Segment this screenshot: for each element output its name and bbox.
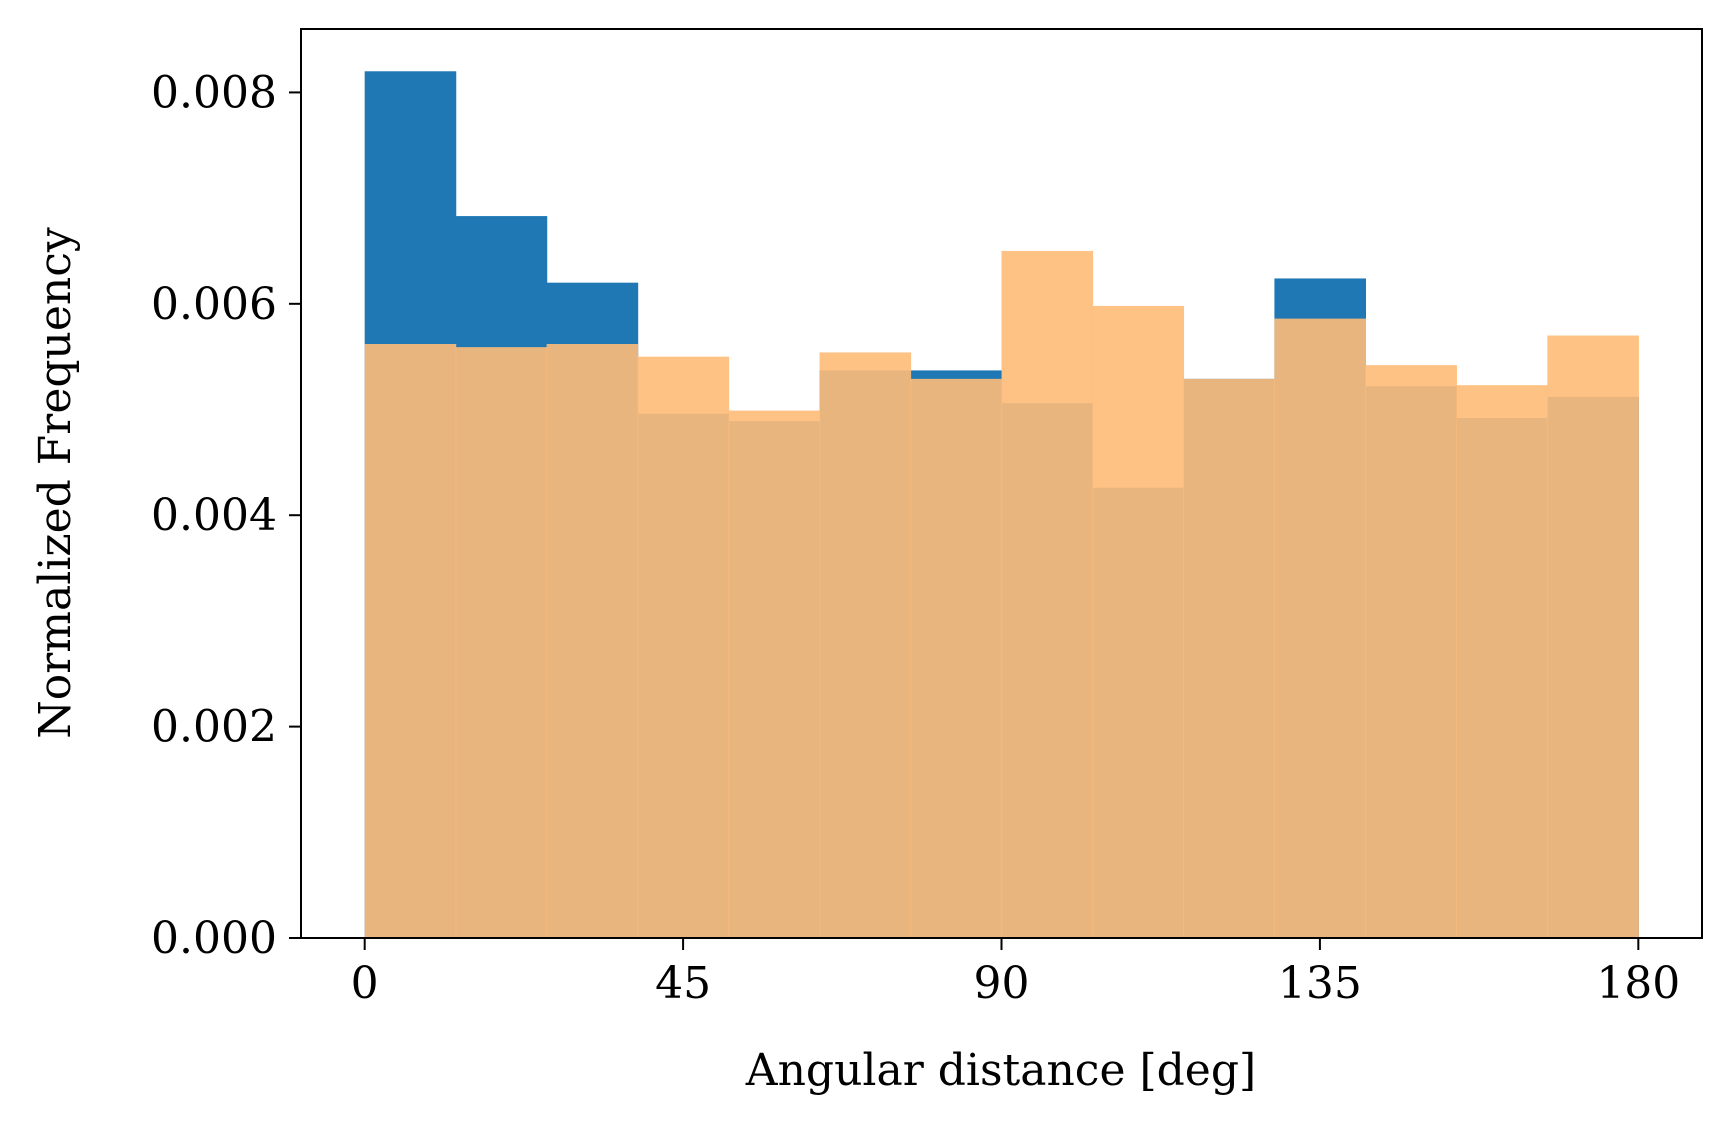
- series-2-bar-5: [728, 410, 821, 938]
- x-axis-ticks: 0 45 90 135 180: [351, 938, 1680, 1009]
- y-axis-label: Normalized Frequency: [30, 227, 81, 739]
- series-2-bar-4: [637, 356, 730, 938]
- x-tick-label: 135: [1278, 958, 1362, 1009]
- series-2-bar-1: [364, 343, 457, 939]
- x-tick-label: 180: [1596, 958, 1680, 1009]
- series-2-bar-7: [910, 378, 1003, 938]
- y-tick-label: 0.002: [151, 702, 277, 753]
- series-2-bar-8: [1001, 250, 1094, 939]
- y-tick-label: 0.006: [151, 279, 277, 330]
- series-2-bar-13: [1456, 385, 1548, 938]
- series-layer: [364, 71, 1639, 939]
- series-2-bar-6: [819, 352, 912, 938]
- x-tick-label: 90: [974, 958, 1030, 1009]
- y-tick-label: 0.000: [151, 913, 277, 964]
- series-2-bar-11: [1274, 318, 1366, 938]
- series-2-bar-10: [1183, 378, 1276, 938]
- series-2: [364, 250, 1639, 939]
- series-2-bar-14: [1547, 335, 1639, 938]
- series-2-bar-9: [1092, 305, 1185, 938]
- y-tick-label: 0.004: [151, 490, 277, 541]
- series-2-bar-12: [1365, 365, 1457, 938]
- x-axis-label: Angular distance [deg]: [745, 1045, 1256, 1096]
- series-2-bar-2: [455, 347, 548, 938]
- series-2-bar-3: [546, 343, 639, 939]
- y-tick-label: 0.008: [151, 67, 277, 118]
- y-axis-ticks: 0.000 0.002 0.004 0.006 0.008: [151, 67, 301, 964]
- x-tick-label: 45: [655, 958, 711, 1009]
- x-tick-label: 0: [351, 958, 379, 1009]
